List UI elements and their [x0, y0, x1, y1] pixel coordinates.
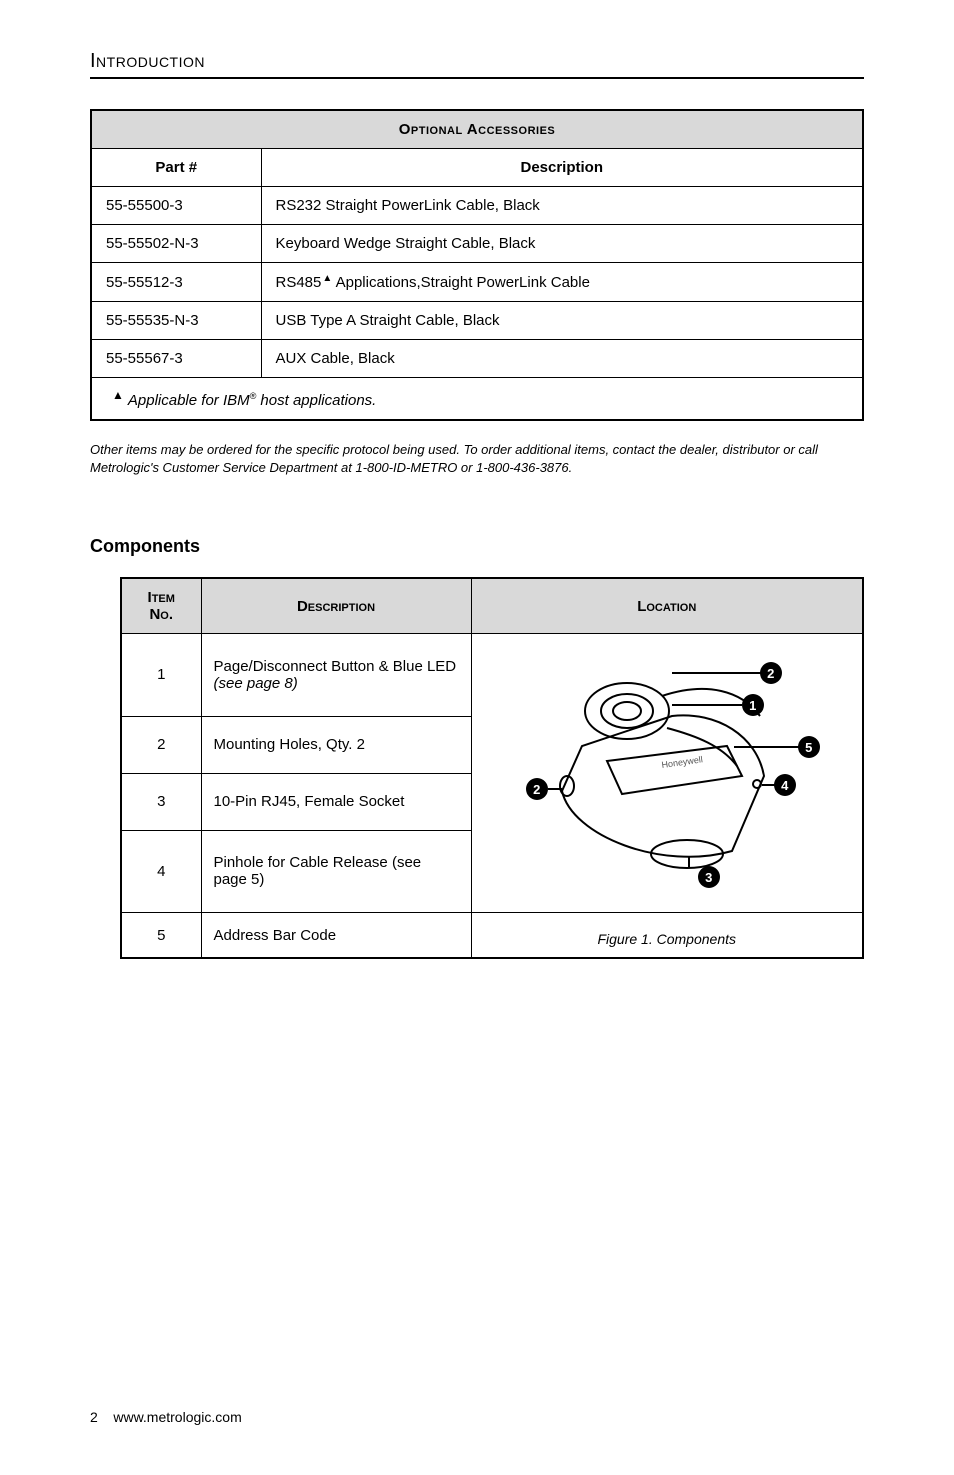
leader-line: [672, 704, 742, 706]
ordering-note: Other items may be ordered for the speci…: [90, 441, 864, 476]
part-number: 55-55500-3: [91, 187, 261, 225]
section-title: Introduction: [90, 50, 864, 79]
item-desc: Address Bar Code: [201, 913, 471, 959]
table-row: 55-55535-N-3 USB Type A Straight Cable, …: [91, 302, 863, 340]
part-desc: Keyboard Wedge Straight Cable, Black: [261, 225, 863, 263]
figure-caption-cell: Figure 1. Components: [471, 913, 863, 959]
accessories-footnote: ▲Applicable for IBM® host applications.: [91, 378, 863, 421]
callout-2-top: 2: [760, 662, 782, 684]
item-no: 1: [121, 634, 201, 717]
col-description: Description: [201, 578, 471, 634]
page-footer: 2 www.metrologic.com: [90, 1409, 242, 1425]
components-diagram: Honeywell 1 2 2 3 4 5: [512, 656, 822, 896]
location-cell: Honeywell 1 2 2 3 4 5: [471, 634, 863, 913]
accessories-col-desc: Description: [261, 149, 863, 187]
item-no: 5: [121, 913, 201, 959]
table-row: 55-55567-3 AUX Cable, Black: [91, 340, 863, 378]
item-desc: Page/Disconnect Button & Blue LED (see p…: [201, 634, 471, 717]
part-number: 55-55567-3: [91, 340, 261, 378]
leader-line: [734, 746, 800, 748]
components-wrap: Item No. Description Location 1 Page/Dis…: [90, 577, 864, 959]
leader-line: [548, 788, 562, 790]
footnote-suffix: host applications.: [256, 392, 376, 409]
callout-1: 1: [742, 694, 764, 716]
svg-text:Honeywell: Honeywell: [661, 754, 704, 770]
item-no: 4: [121, 830, 201, 913]
accessories-title: Optional Accessories: [91, 110, 863, 149]
components-table: Item No. Description Location 1 Page/Dis…: [120, 577, 864, 959]
figure-caption: Figure 1. Components: [484, 923, 851, 947]
callout-2-left: 2: [526, 778, 548, 800]
page-number: 2: [90, 1409, 98, 1425]
desc-prefix: RS485: [276, 274, 322, 291]
part-number: 55-55512-3: [91, 263, 261, 302]
section-title-text: Introduction: [90, 50, 205, 72]
footer-url: www.metrologic.com: [113, 1409, 241, 1425]
accessories-footnote-row: ▲Applicable for IBM® host applications.: [91, 378, 863, 421]
footnote-prefix: Applicable for IBM: [128, 392, 250, 409]
item-desc: 10-Pin RJ45, Female Socket: [201, 773, 471, 830]
col-item-no: Item No.: [121, 578, 201, 634]
part-desc: RS232 Straight PowerLink Cable, Black: [261, 187, 863, 225]
item-desc: Mounting Holes, Qty. 2: [201, 716, 471, 773]
table-row: 5 Address Bar Code Figure 1. Components: [121, 913, 863, 959]
table-row: 55-55500-3 RS232 Straight PowerLink Cabl…: [91, 187, 863, 225]
item-desc: Pinhole for Cable Release (see page 5): [201, 830, 471, 913]
accessories-col-part: Part #: [91, 149, 261, 187]
leader-line: [688, 856, 690, 868]
desc-main: Pinhole for Cable Release: [214, 854, 392, 871]
callout-4: 4: [774, 774, 796, 796]
part-number: 55-55502-N-3: [91, 225, 261, 263]
item-no: 2: [121, 716, 201, 773]
leader-line: [762, 784, 776, 786]
part-desc: USB Type A Straight Cable, Black: [261, 302, 863, 340]
callout-5: 5: [798, 736, 820, 758]
callout-3: 3: [698, 866, 720, 888]
part-number: 55-55535-N-3: [91, 302, 261, 340]
triangle-icon: ▲: [322, 273, 332, 284]
part-desc: RS485▲ Applications,Straight PowerLink C…: [261, 263, 863, 302]
item-no: 3: [121, 773, 201, 830]
desc-ref: (see page 8): [214, 675, 298, 692]
table-row: 55-55502-N-3 Keyboard Wedge Straight Cab…: [91, 225, 863, 263]
accessories-table: Optional Accessories Part # Description …: [90, 109, 864, 421]
desc-suffix: Applications,Straight PowerLink Cable: [332, 274, 590, 291]
device-svg: Honeywell: [512, 656, 822, 896]
leader-line: [672, 672, 762, 674]
desc-main: Page/Disconnect Button & Blue LED: [214, 658, 457, 675]
triangle-icon: ▲: [112, 388, 124, 402]
col-location: Location: [471, 578, 863, 634]
table-row: 55-55512-3 RS485▲ Applications,Straight …: [91, 263, 863, 302]
table-row: 1 Page/Disconnect Button & Blue LED (see…: [121, 634, 863, 717]
part-desc: AUX Cable, Black: [261, 340, 863, 378]
components-heading: Components: [90, 536, 864, 557]
